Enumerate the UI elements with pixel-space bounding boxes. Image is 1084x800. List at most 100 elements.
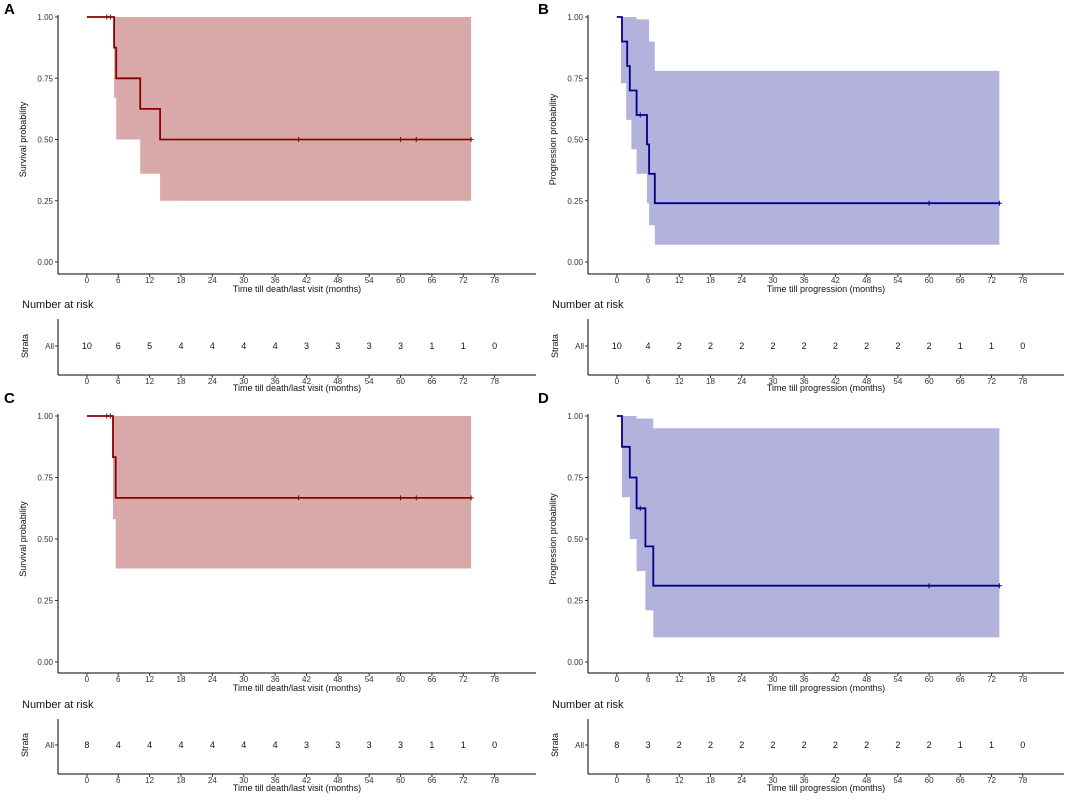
risk-x-tick-label: 36 [271,377,280,386]
risk-x-axis-title: Time till death/last visit (months) [233,783,361,793]
risk-x-tick-label: 72 [459,776,468,785]
x-tick-label: 54 [365,276,374,285]
y-tick-label: 0.00 [567,258,583,267]
risk-group-label: All [45,741,54,750]
risk-x-tick-label: 30 [239,776,248,785]
x-axis-title: Time till progression (months) [767,683,885,693]
x-tick-label: 72 [987,276,996,285]
panel-letter: A [4,1,15,18]
x-tick-label: 54 [365,675,374,684]
risk-count: 4 [178,341,183,351]
risk-count: 2 [802,341,807,351]
y-tick-label: 0.25 [567,597,583,606]
x-tick-label: 42 [302,675,311,684]
censor-mark [468,137,474,142]
x-tick-label: 18 [177,276,186,285]
risk-count: 3 [304,740,309,750]
y-axis-title: Survival probability [18,101,28,177]
censor-mark [468,495,474,501]
risk-count: 1 [958,740,963,750]
risk-x-tick-label: 30 [769,377,778,386]
panel-d: D 0.00 0.25 0.50 0.75 1.00 Progression probabi… [538,390,1064,793]
x-tick-label: 0 [85,276,90,285]
risk-x-tick-label: 72 [987,377,996,386]
panel-c: C 0.00 0.25 0.50 0.75 1.00 Survival probabilit… [4,390,536,793]
y-tick-label: 0.00 [37,658,53,667]
risk-x-axis-title: Time till progression (months) [767,783,885,793]
risk-x-tick-label: 18 [706,776,715,785]
x-tick-label: 30 [769,276,778,285]
x-axis-title: Time till progression (months) [767,284,885,294]
risk-count: 4 [210,740,215,750]
censor-mark [926,583,932,589]
x-tick-label: 66 [956,276,965,285]
risk-count: 1 [461,740,466,750]
y-tick-label: 1.00 [37,13,53,22]
x-tick-label: 30 [239,675,248,684]
x-tick-label: 72 [987,675,996,684]
risk-group-label: All [45,342,54,351]
x-tick-label: 66 [427,276,436,285]
x-tick-label: 24 [737,276,746,285]
risk-x-tick-label: 54 [893,377,902,386]
risk-table-title: Number at risk [552,299,624,311]
risk-x-tick-label: 78 [1018,377,1027,386]
risk-x-tick-label: 36 [800,377,809,386]
risk-x-tick-label: 60 [925,776,934,785]
risk-x-tick-label: 18 [706,377,715,386]
risk-strata-label: Strata [550,334,560,358]
risk-count: 1 [461,341,466,351]
x-tick-label: 42 [831,276,840,285]
risk-count: 6 [116,341,121,351]
panel-letter: C [4,390,15,407]
risk-x-tick-label: 30 [769,776,778,785]
y-tick-label: 1.00 [567,13,583,22]
risk-x-tick-label: 66 [956,776,965,785]
risk-group-label: All [575,342,584,351]
risk-count: 4 [241,341,246,351]
risk-x-tick-label: 18 [177,776,186,785]
risk-x-tick-label: 72 [459,377,468,386]
x-tick-label: 72 [459,675,468,684]
risk-count: 3 [398,341,403,351]
risk-count: 1 [429,341,434,351]
risk-x-tick-label: 60 [396,377,405,386]
risk-count: 1 [989,341,994,351]
risk-count: 4 [273,341,278,351]
risk-count: 3 [367,341,372,351]
risk-x-tick-label: 24 [208,776,217,785]
x-tick-label: 42 [831,675,840,684]
x-tick-label: 48 [333,276,342,285]
risk-x-tick-label: 24 [737,377,746,386]
risk-count: 2 [708,341,713,351]
x-tick-label: 0 [615,675,620,684]
survival-curve [86,16,472,141]
risk-x-tick-label: 54 [365,377,374,386]
y-tick-label: 0.75 [567,474,583,483]
risk-x-tick-label: 12 [145,377,154,386]
confidence-band [86,416,472,569]
risk-x-tick-label: 66 [427,776,436,785]
risk-x-tick-label: 48 [862,377,871,386]
x-tick-label: 36 [271,675,280,684]
risk-count: 1 [989,740,994,750]
risk-strata-label: Strata [20,733,30,757]
risk-x-tick-label: 6 [116,776,121,785]
risk-count: 0 [492,740,497,750]
risk-x-tick-label: 66 [427,377,436,386]
risk-x-tick-label: 48 [862,776,871,785]
risk-x-tick-label: 36 [800,776,809,785]
risk-count: 2 [708,740,713,750]
risk-count: 4 [241,740,246,750]
risk-x-tick-label: 60 [925,377,934,386]
risk-x-tick-label: 30 [239,377,248,386]
risk-count: 4 [178,740,183,750]
x-tick-label: 60 [396,675,405,684]
x-tick-label: 6 [646,675,651,684]
risk-x-tick-label: 6 [646,776,651,785]
x-tick-label: 60 [925,276,934,285]
risk-count: 3 [335,341,340,351]
risk-count: 2 [833,740,838,750]
x-tick-label: 72 [459,276,468,285]
risk-count: 2 [802,740,807,750]
